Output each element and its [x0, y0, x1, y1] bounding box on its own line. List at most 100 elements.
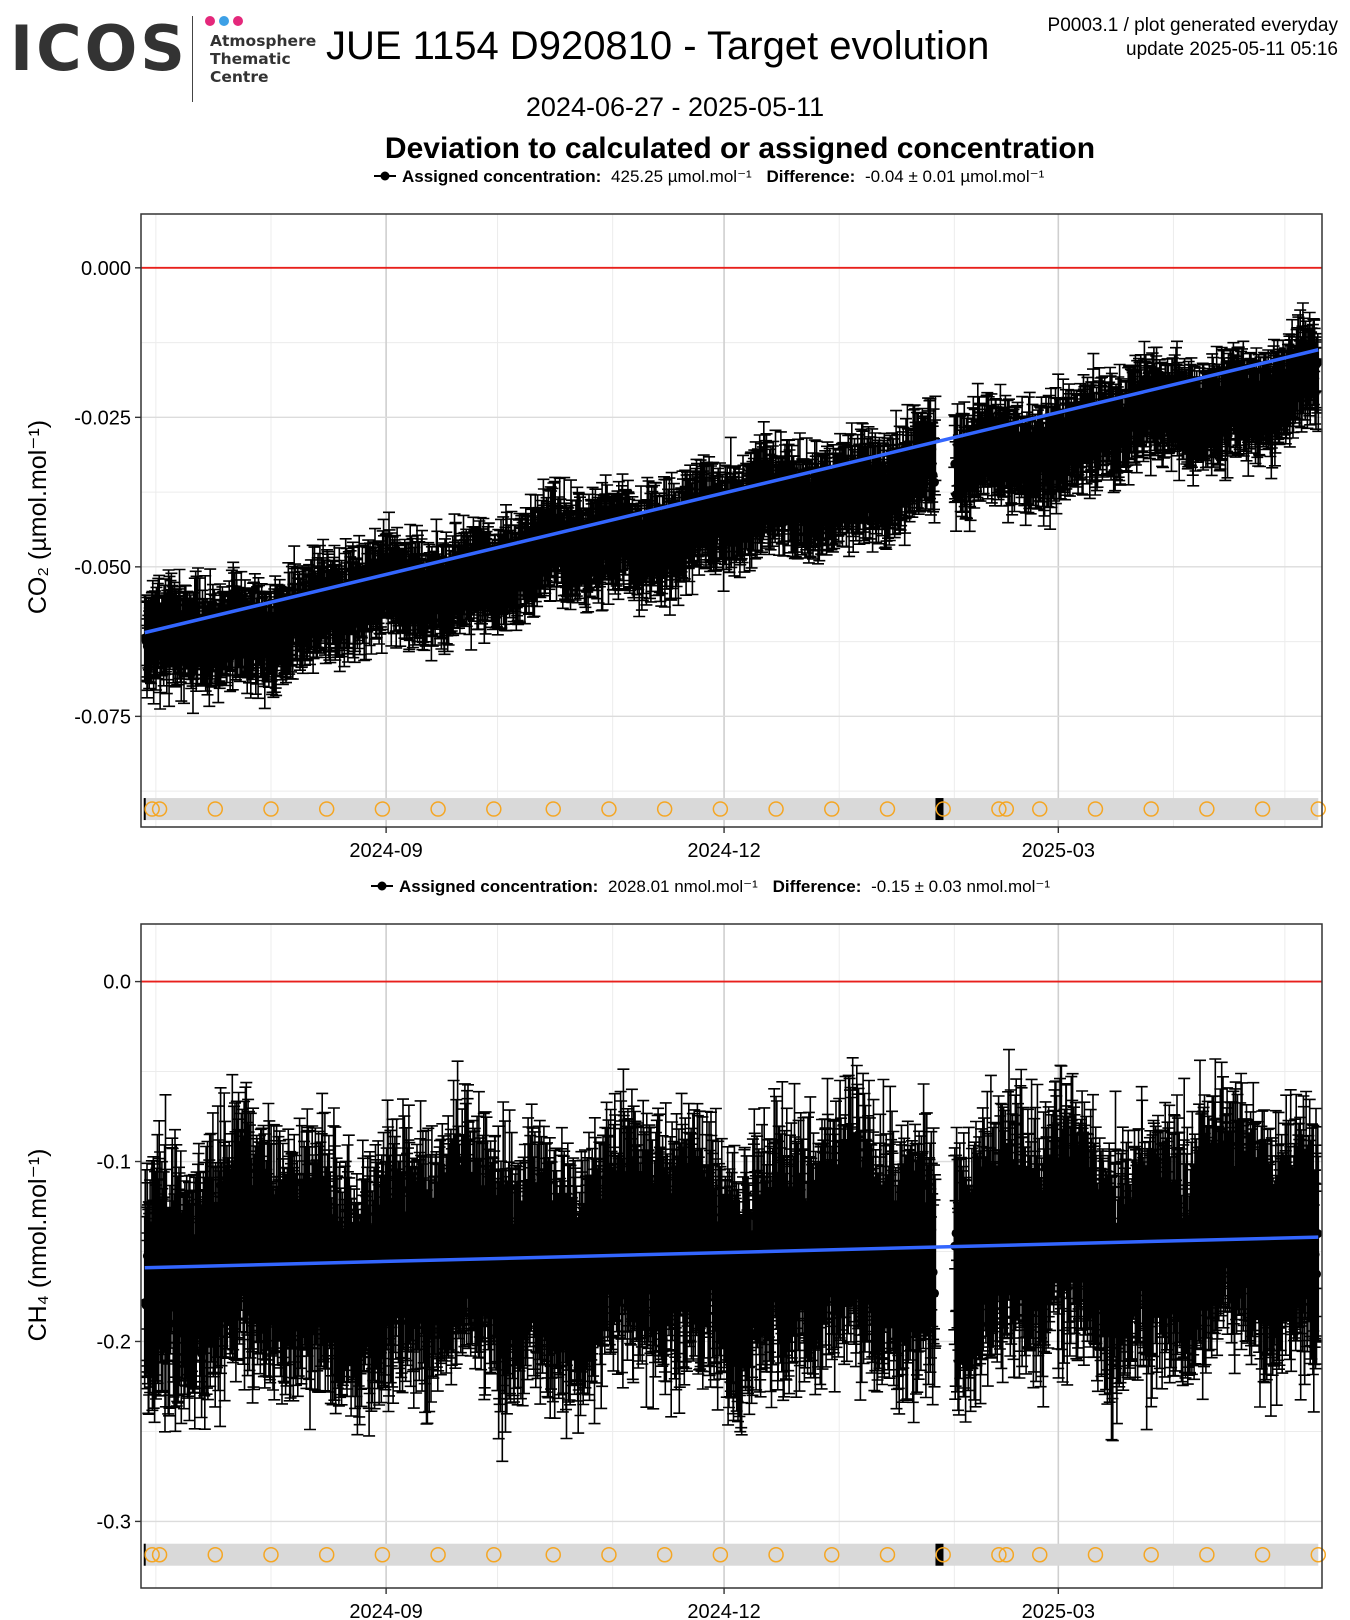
data-point [1141, 1255, 1151, 1265]
data-point [995, 1227, 1004, 1237]
data-point [713, 1312, 723, 1322]
data-point [1213, 417, 1223, 426]
data-point [386, 597, 396, 607]
x-tick-label: 2024-09 [349, 840, 422, 860]
data-point [1065, 1268, 1075, 1278]
logo-dot-pink [205, 16, 215, 26]
data-point [184, 1326, 194, 1336]
data-point [818, 1227, 828, 1237]
data-point [214, 649, 224, 659]
data-point [860, 1190, 870, 1200]
data-point [527, 563, 537, 572]
data-point [1290, 1248, 1300, 1258]
data-point [1214, 404, 1224, 414]
data-point [271, 1245, 281, 1255]
data-point [221, 1282, 231, 1292]
data-point [474, 1267, 484, 1277]
data-point [808, 487, 818, 497]
calibration-marker [998, 1546, 1015, 1563]
data-point [142, 641, 152, 651]
data-point [669, 1217, 679, 1227]
data-point [432, 563, 442, 573]
data-point [749, 1211, 759, 1221]
data-point [1091, 1215, 1101, 1225]
data-point [225, 653, 235, 663]
data-point [1199, 1258, 1209, 1268]
data-point [764, 516, 774, 526]
data-point [1130, 403, 1140, 413]
data-point [717, 1238, 727, 1248]
data-point [335, 1226, 345, 1236]
data-point [333, 1308, 343, 1318]
data-point [911, 1205, 920, 1215]
co2-plot-area: 0.000 -0.025 -0.050 -0.075 2024-09 2024-12 202… [74, 213, 1327, 860]
data-point [338, 1274, 347, 1283]
data-point [308, 582, 318, 592]
data-point [656, 538, 666, 548]
data-point [359, 1303, 369, 1313]
calibration-marker [1254, 801, 1271, 817]
data-point [1047, 1230, 1057, 1239]
data-point [254, 614, 263, 624]
data-point [684, 1233, 694, 1243]
data-point [747, 1328, 757, 1338]
data-point [617, 1225, 626, 1235]
data-point [762, 471, 771, 481]
data-point [484, 562, 494, 572]
calibration-marker [1199, 1546, 1215, 1563]
data-point [142, 1251, 152, 1261]
data-point [259, 646, 269, 656]
data-point [240, 613, 250, 623]
data-point [867, 468, 877, 478]
data-point [275, 1235, 285, 1245]
data-point [571, 564, 580, 573]
data-point [916, 1271, 926, 1280]
data-point [1051, 1184, 1061, 1194]
data-point [1150, 1246, 1160, 1256]
data-point [459, 1247, 469, 1257]
data-point [470, 1295, 480, 1305]
x-tick-label: 2024-12 [687, 840, 760, 860]
data-point [315, 1226, 324, 1236]
data-point [606, 1190, 616, 1200]
data-point [745, 511, 755, 521]
data-point [729, 491, 739, 501]
calibration-marker [879, 1546, 896, 1563]
logo-sub-line: Centre [210, 68, 269, 86]
data-point [790, 520, 800, 529]
data-point [1054, 1221, 1064, 1231]
calibration-marker [1031, 801, 1048, 817]
y-tick-label: 0.0 [103, 972, 131, 994]
calibration-marker [374, 1546, 391, 1563]
data-point [352, 1324, 362, 1334]
data-point [640, 534, 650, 544]
data-point [1009, 478, 1019, 488]
data-point [888, 1231, 897, 1241]
data-point [401, 1278, 411, 1288]
data-point [766, 1295, 776, 1305]
data-point [892, 474, 901, 484]
data-point [1200, 1278, 1210, 1288]
data-point [556, 1276, 566, 1286]
calibration-marker [430, 801, 446, 817]
data-point [860, 465, 870, 475]
y-tick-label: -0.075 [74, 706, 131, 728]
data-point [244, 637, 254, 647]
calibration-marker [207, 801, 224, 817]
data-point [1042, 1203, 1052, 1213]
data-point [954, 455, 964, 465]
data-point [986, 1253, 996, 1263]
date-range: 2024-06-27 - 2025-05-11 [525, 92, 825, 122]
data-point [955, 1276, 965, 1285]
marker-band [144, 1543, 1319, 1566]
calibration-marker [998, 801, 1015, 817]
data-point [925, 427, 935, 437]
data-point [1306, 1257, 1316, 1267]
plot-frame [140, 213, 1323, 828]
data-point [825, 495, 835, 505]
data-point [874, 1274, 884, 1284]
data-point [1085, 1261, 1095, 1271]
data-point [316, 622, 326, 632]
data-point [549, 1245, 559, 1255]
data-point [737, 1321, 747, 1331]
